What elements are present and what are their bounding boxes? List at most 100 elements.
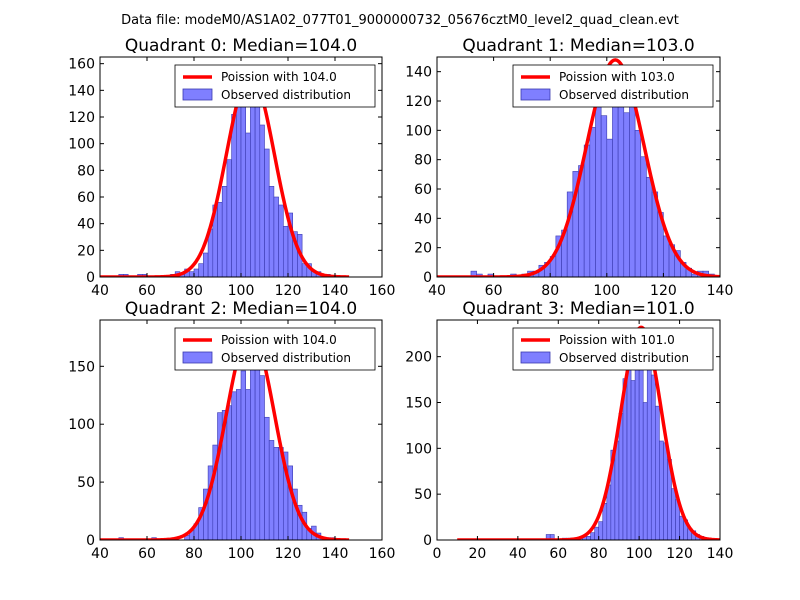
- y-tick-label: 0: [86, 270, 95, 286]
- quadrant-0-panel: 40 60 80 100 120 140 160 0 20 40 60 80 100 120 140 160 Q…: [68, 36, 395, 299]
- x-tick-label: 80: [185, 546, 203, 562]
- x-tick-label: 120: [666, 546, 693, 562]
- histogram-bar: [606, 138, 613, 277]
- histogram-bar: [259, 124, 265, 277]
- histogram-bar: [221, 186, 228, 277]
- histogram-bar: [583, 144, 591, 277]
- histogram-bar: [259, 375, 265, 540]
- legend-entry-observed: Observed distribution: [559, 351, 689, 365]
- histogram-bar: [659, 440, 664, 540]
- x-tick-label: 20: [469, 546, 487, 562]
- histogram-bar: [618, 413, 624, 540]
- quadrant-0-title: Quadrant 0: Median=104.0: [125, 36, 357, 56]
- legend-entry-poisson: Poission with 103.0: [559, 70, 675, 84]
- histogram-bar: [268, 186, 275, 277]
- quadrant-2-panel: 40 60 80 100 120 140 160 0 50 100 150 Quadrant 2: M…: [68, 299, 395, 562]
- histogram-bar: [254, 106, 261, 277]
- histogram-bar: [671, 488, 676, 540]
- x-tick-label: 60: [549, 546, 567, 562]
- histogram-bar: [278, 204, 284, 277]
- legend-entry-poisson: Poission with 101.0: [559, 333, 675, 347]
- quadrant-2-bars: [118, 342, 336, 540]
- legend-bar-swatch: [182, 88, 213, 101]
- x-tick-label: 140: [707, 546, 734, 562]
- histogram-bar: [646, 343, 652, 540]
- y-tick-label: 20: [414, 241, 432, 257]
- histogram-bar: [198, 263, 204, 277]
- y-tick-label: 60: [414, 182, 432, 198]
- legend-bar-swatch: [520, 351, 551, 364]
- histogram-bar: [589, 127, 596, 277]
- x-tick-label: 100: [593, 283, 620, 299]
- histogram-bar: [189, 271, 195, 277]
- histogram-bar: [630, 380, 636, 540]
- x-tick-label: 100: [626, 546, 653, 562]
- y-tick-label: 60: [77, 190, 95, 206]
- histogram-bar: [217, 202, 223, 277]
- x-tick-label: 80: [185, 283, 203, 299]
- legend: Poission with 101.0 Observed distribution: [512, 327, 714, 371]
- x-tick-label: 100: [228, 546, 255, 562]
- x-tick-label: 120: [650, 283, 677, 299]
- plot-frame: [436, 319, 721, 541]
- histogram-bar: [638, 347, 644, 540]
- x-tick-label: 140: [322, 283, 349, 299]
- histogram-bar: [240, 98, 246, 277]
- legend-entry-poisson: Poission with 104.0: [221, 333, 337, 347]
- histogram-bar: [598, 521, 604, 540]
- y-tick-label: 150: [68, 359, 95, 375]
- x-tick-label: 160: [369, 283, 396, 299]
- histogram-bar: [273, 447, 279, 540]
- y-tick-label: 50: [414, 487, 432, 503]
- histogram-bar: [586, 536, 591, 540]
- y-tick-label: 150: [405, 396, 432, 412]
- x-tick-label: 100: [228, 283, 255, 299]
- y-tick-label: 140: [405, 65, 432, 81]
- histogram-bar: [602, 503, 608, 540]
- histogram-bar: [679, 515, 684, 540]
- quadrant-1-bars: [470, 77, 715, 277]
- x-tick-label: 60: [138, 546, 156, 562]
- y-tick-label: 100: [68, 137, 95, 153]
- y-tick-label: 120: [405, 94, 432, 110]
- x-tick-label: 120: [275, 546, 302, 562]
- y-tick-label: 100: [405, 441, 432, 457]
- histogram-bar: [231, 114, 237, 277]
- y-tick-label: 50: [77, 475, 95, 491]
- histogram-bar: [650, 374, 656, 540]
- poisson-curve: [456, 325, 720, 540]
- histogram-bar: [193, 268, 199, 277]
- x-tick-label: 140: [322, 546, 349, 562]
- x-tick-label: 40: [428, 283, 446, 299]
- y-tick-label: 100: [68, 417, 95, 433]
- quadrant-1-panel: 40 60 80 100 120 140 0 20 40 60 80 100 120 140 Quadran…: [405, 36, 734, 299]
- histogram-bar: [236, 103, 242, 277]
- legend: Poission with 104.0 Observed distribution: [174, 327, 376, 371]
- legend-entry-observed: Observed distribution: [221, 351, 351, 365]
- legend: Poission with 103.0 Observed distribution: [512, 64, 714, 108]
- histogram-bar: [245, 132, 251, 277]
- y-tick-label: 200: [405, 350, 432, 366]
- histogram-bar: [626, 365, 632, 540]
- legend-bar-swatch: [520, 88, 551, 101]
- histogram-bar: [282, 226, 289, 277]
- legend: Poission with 104.0 Observed distribution: [174, 64, 376, 108]
- histogram-bar: [254, 342, 261, 540]
- histogram-bar: [646, 176, 653, 277]
- legend-bar-swatch: [182, 351, 213, 364]
- x-tick-label: 120: [275, 283, 302, 299]
- histogram-bar: [240, 370, 246, 540]
- histogram-bar: [634, 130, 642, 277]
- histogram-bar: [231, 391, 237, 540]
- histogram-bar: [623, 112, 630, 277]
- plot-frame: [436, 56, 721, 278]
- quadrant-3-bars: [545, 328, 709, 540]
- x-tick-label: 40: [509, 546, 527, 562]
- histogram-bar: [203, 252, 209, 277]
- x-tick-label: 160: [369, 546, 396, 562]
- x-tick-label: 140: [707, 283, 734, 299]
- y-tick-label: 80: [77, 163, 95, 179]
- histogram-bar: [250, 366, 256, 540]
- y-tick-label: 40: [414, 211, 432, 227]
